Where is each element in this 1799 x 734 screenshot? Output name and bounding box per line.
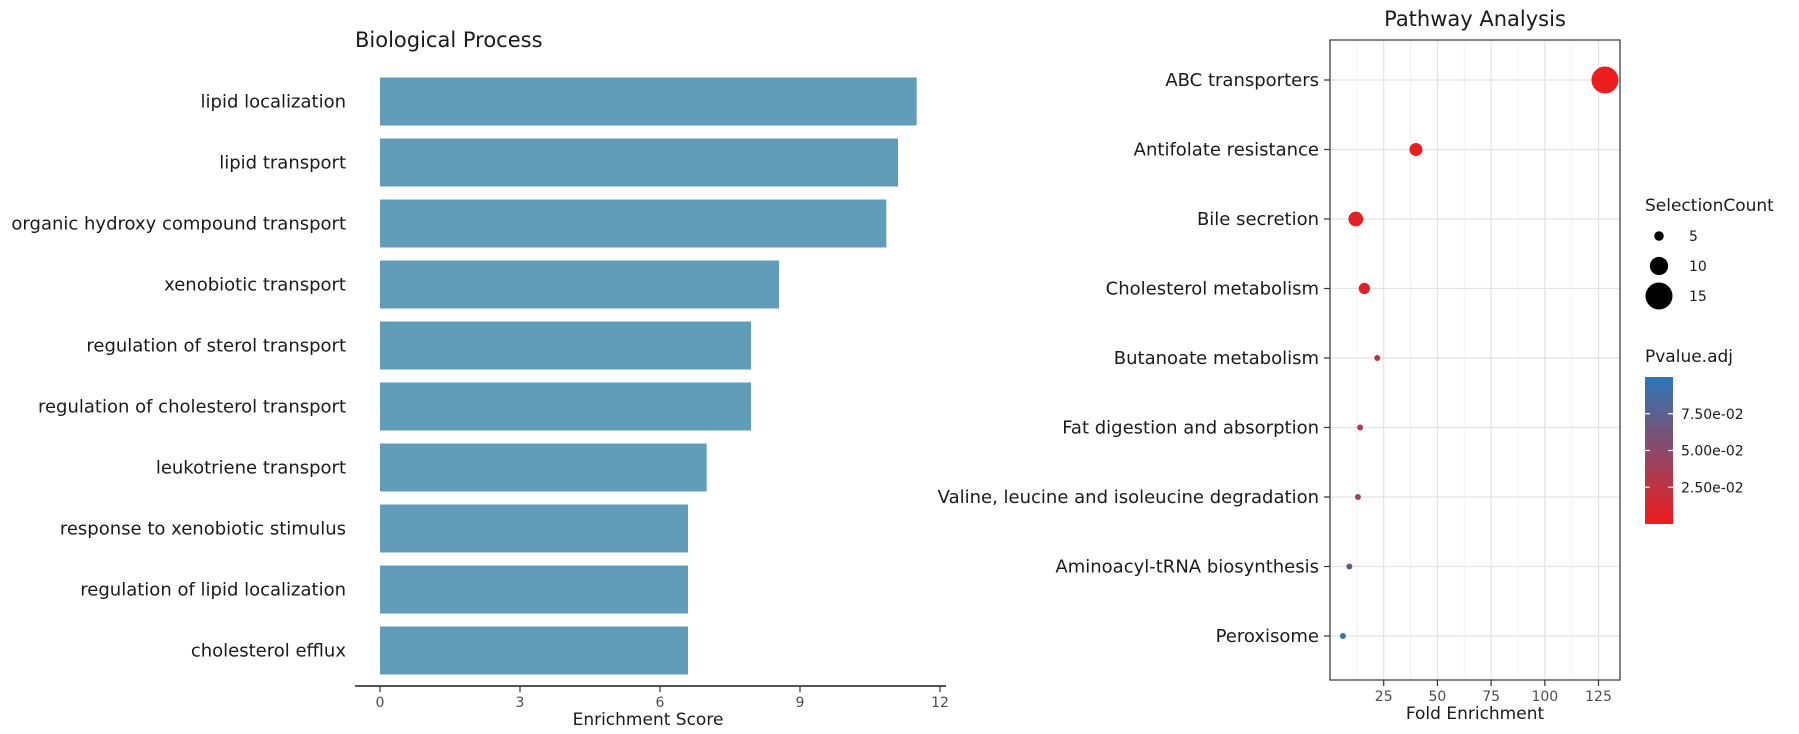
dot-category-label: Bile secretion: [1197, 209, 1319, 230]
size-legend-dot: [1649, 256, 1669, 276]
dot-category-label: Aminoacyl-tRNA biosynthesis: [1055, 557, 1319, 578]
bar-x-tick-label: 6: [656, 695, 665, 711]
dot-gridlines: [1331, 41, 1619, 679]
dot-category-label: Fat digestion and absorption: [1062, 418, 1319, 439]
dot-x-tick-label: 100: [1531, 689, 1558, 705]
dot: [1374, 355, 1381, 361]
size-legend-dot: [1645, 282, 1673, 310]
bar-category-label: response to xenobiotic stimulus: [60, 519, 346, 540]
dot-category-label: Peroxisome: [1216, 626, 1319, 647]
dot-category-label: Valine, leucine and isoleucine degradati…: [938, 487, 1319, 508]
bar-category-label: xenobiotic transport: [164, 275, 346, 296]
bar-x-tick-label: 0: [376, 695, 385, 711]
bar: [380, 77, 917, 126]
color-legend-title: Pvalue.adj: [1645, 347, 1733, 367]
dot: [1591, 66, 1619, 94]
dot-x-tick-label: 50: [1428, 689, 1446, 705]
size-legend-label: 5: [1689, 229, 1698, 245]
bar-chart-panel: Biological Process lipid localizationlip…: [11, 28, 948, 730]
dot-chart-title: Pathway Analysis: [1384, 7, 1566, 31]
bar-category-label: organic hydroxy compound transport: [11, 214, 346, 235]
bar: [380, 199, 887, 248]
size-legend-title: SelectionCount: [1645, 196, 1774, 216]
dot-category-label: Butanoate metabolism: [1114, 348, 1319, 369]
dot-x-axis-title: Fold Enrichment: [1406, 704, 1545, 724]
bar: [380, 443, 707, 492]
bar-category-label: cholesterol efflux: [191, 641, 347, 662]
dot-x-tick-label: 25: [1375, 689, 1393, 705]
bar-category-label: regulation of lipid localization: [80, 580, 346, 601]
color-legend-ticks: 2.50e-02 5.00e-02 7.50e-02: [1645, 407, 1744, 496]
color-legend-label: 2.50e-02: [1681, 480, 1744, 496]
dot: [1346, 563, 1353, 570]
color-legend: Pvalue.adj 2.50e-02 5.00e-02 7.50e-02: [1645, 347, 1744, 524]
dot-x-tick-label: 125: [1585, 689, 1612, 705]
dot: [1354, 494, 1361, 500]
bars: [380, 77, 917, 675]
dot-plot-panel-border: [1329, 39, 1621, 681]
bar: [380, 382, 751, 431]
dots: [1339, 66, 1619, 639]
bar-category-label: lipid transport: [219, 153, 346, 174]
dot: [1339, 633, 1346, 639]
color-legend-label: 7.50e-02: [1681, 407, 1744, 423]
color-legend-label: 5.00e-02: [1681, 444, 1744, 460]
dot-category-label: ABC transporters: [1165, 70, 1319, 91]
bar-category-label: regulation of cholesterol transport: [38, 397, 346, 418]
size-legend-items: 5 10 15: [1645, 229, 1707, 310]
bar: [380, 321, 751, 370]
dot: [1348, 211, 1364, 227]
bar: [380, 504, 688, 553]
bar: [380, 260, 779, 309]
dot: [1409, 143, 1423, 156]
dot-category-label: Cholesterol metabolism: [1106, 279, 1319, 300]
size-legend-label: 15: [1689, 289, 1707, 305]
size-legend-dot: [1654, 231, 1664, 241]
dot: [1358, 282, 1370, 295]
bar: [380, 565, 688, 614]
dot-category-labels: ABC transporters Antifolate resistance Bil…: [938, 70, 1330, 647]
bar-category-labels: lipid localization lipid transport organic…: [11, 92, 346, 662]
bar-category-label: lipid localization: [201, 92, 346, 113]
dot-chart-panel: Pathway Analysis ABC transporters Antifol…: [938, 7, 1774, 724]
dot-x-ticks: 25 50 75 100 125: [1375, 680, 1612, 705]
bar: [380, 138, 898, 187]
bar-x-tick-label: 3: [516, 695, 525, 711]
bar-x-tick-label: 9: [796, 695, 805, 711]
bar-category-label: leukotriene transport: [156, 458, 346, 479]
bar-x-tick-label: 12: [931, 695, 949, 711]
bar-x-ticks: 0 3 6 9 12: [376, 686, 949, 711]
dot-category-label: Antifolate resistance: [1134, 140, 1319, 161]
bar-chart-title: Biological Process: [355, 28, 543, 52]
dot-x-tick-label: 75: [1482, 689, 1500, 705]
size-legend: SelectionCount 5 10 15: [1645, 196, 1774, 310]
bar-category-label: regulation of sterol transport: [86, 336, 346, 357]
bar-x-axis-title: Enrichment Score: [573, 710, 724, 730]
size-legend-label: 10: [1689, 259, 1707, 275]
bar: [380, 626, 688, 675]
dot: [1357, 424, 1364, 431]
